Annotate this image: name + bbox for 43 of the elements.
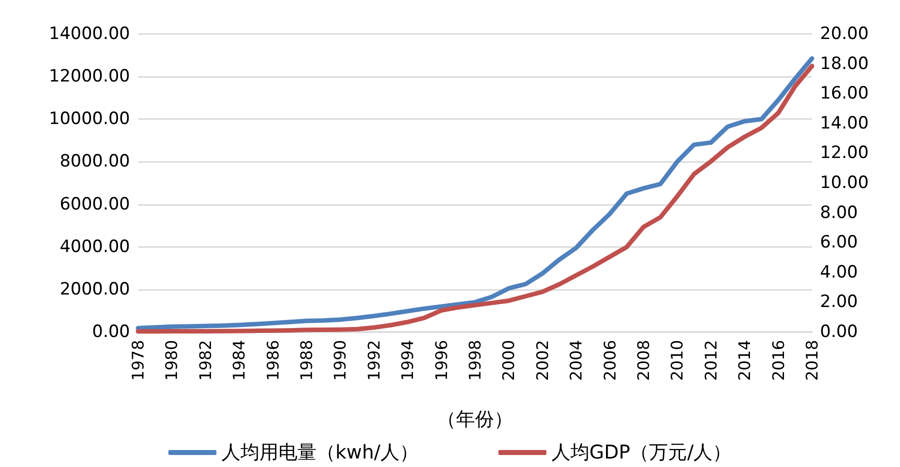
x-tick-label: 2012	[701, 340, 720, 381]
y2-tick-label: 18.00	[820, 54, 869, 74]
legend-label: 人均用电量（kwh/人）	[221, 442, 418, 464]
x-tick-label: 2002	[532, 340, 552, 381]
y2-tick-label: 0.00	[820, 322, 858, 342]
x-tick-label: 1988	[297, 340, 316, 381]
y-tick-label: 4000.00	[60, 236, 130, 257]
y2-tick-label: 4.00	[820, 262, 858, 282]
y2-tick-label: 2.00	[820, 292, 858, 312]
x-tick-label: 2010	[668, 340, 687, 381]
x-tick-label: 1998	[466, 340, 484, 381]
legend-label: 人均GDP（万元/人）	[551, 442, 732, 464]
y2-tick-label: 10.00	[820, 173, 869, 193]
y-tick-label: 6000.00	[60, 194, 130, 214]
y-tick-label: 2000.00	[60, 279, 130, 300]
x-tick-label: 2006	[600, 340, 620, 381]
x-tick-label: 2008	[634, 340, 653, 381]
x-tick-label: 1992	[364, 340, 384, 381]
y-tick-label: 10000.00	[48, 109, 130, 130]
x-tick-label: 2004	[566, 340, 586, 381]
x-tick-label: 1982	[196, 340, 215, 381]
y2-tick-label: 20.00	[820, 24, 869, 44]
x-tick-label: 2014	[735, 340, 754, 381]
x-tick-label: 2016	[768, 340, 788, 381]
x-tick-label: 2018	[802, 340, 822, 381]
y-tick-label: 12000.00	[48, 66, 130, 87]
y-tick-label: 8000.00	[60, 152, 130, 172]
x-axis-title: （年份）	[437, 408, 513, 430]
y2-tick-label: 12.00	[820, 143, 869, 164]
x-tick-label: 1996	[432, 340, 451, 381]
y-tick-label: 0.00	[92, 322, 130, 342]
y-tick-label: 14000.00	[48, 24, 130, 44]
x-tick-label: 1986	[263, 340, 282, 381]
x-tick-label: 1994	[398, 340, 418, 381]
x-tick-label: 2000	[499, 340, 518, 381]
x-tick-label: 1990	[330, 340, 350, 381]
x-tick-label: 1984	[230, 340, 249, 381]
y2-tick-label: 16.00	[820, 84, 869, 104]
x-tick-label: 1980	[162, 340, 182, 381]
y2-tick-label: 8.00	[820, 202, 858, 223]
y2-tick-label: 14.00	[820, 113, 869, 134]
y2-tick-label: 6.00	[820, 232, 858, 253]
x-tick-label: 1978	[128, 340, 148, 381]
